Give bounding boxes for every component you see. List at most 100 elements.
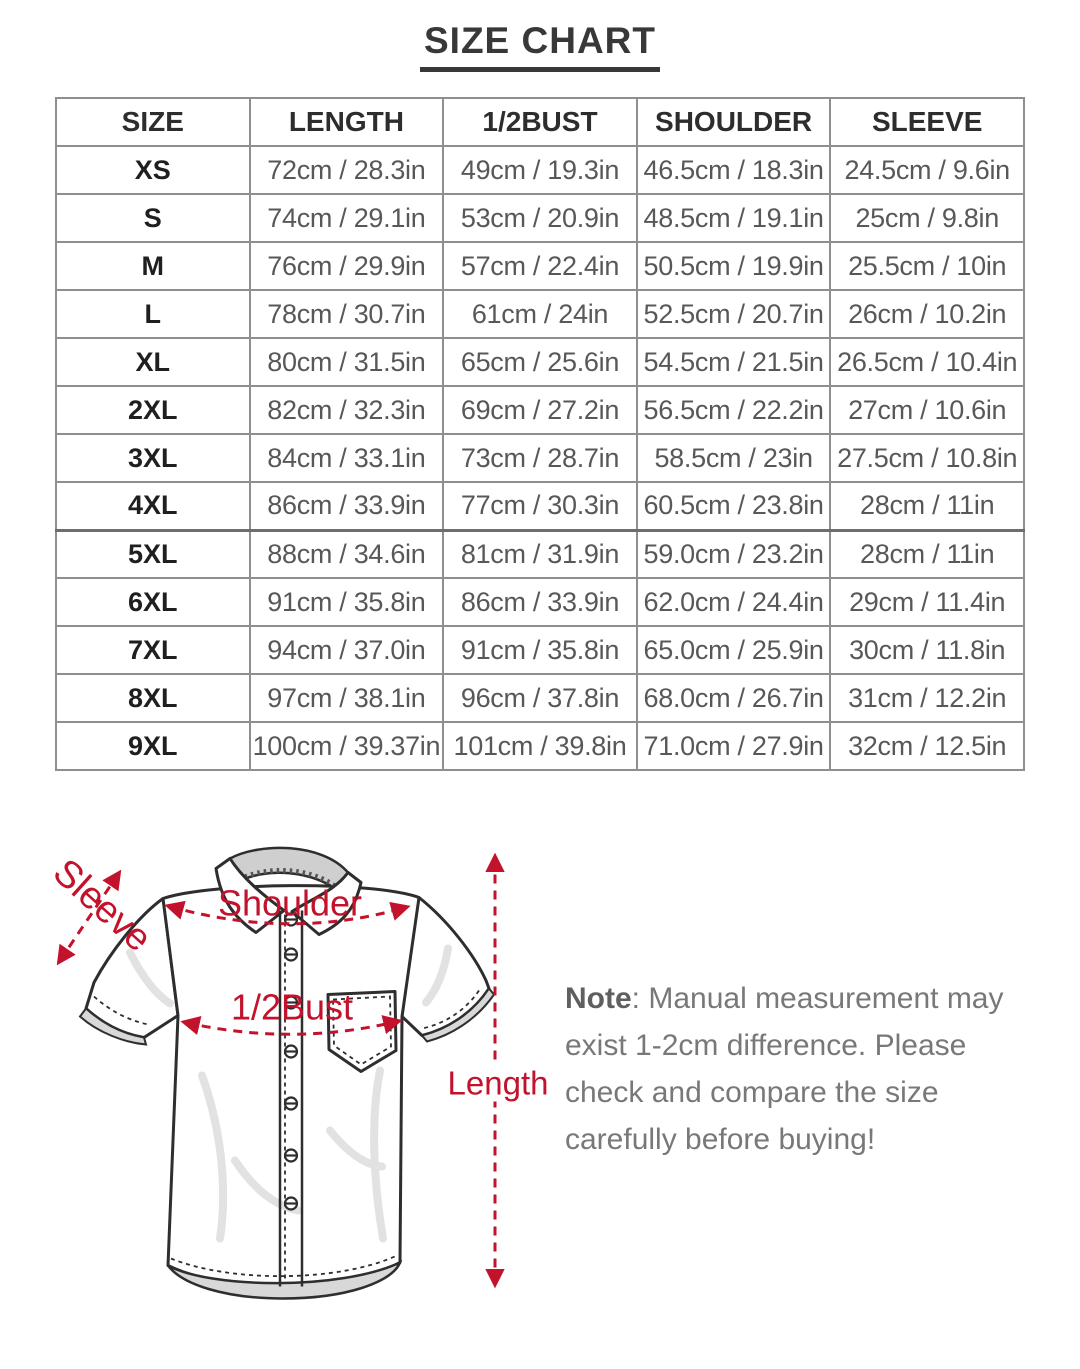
length-cell: 91cm / 35.8in <box>248 577 445 627</box>
length-cell: 78cm / 30.7in <box>248 289 445 339</box>
length-cell: 94cm / 37.0in <box>248 625 445 675</box>
shoulder-cell: 71.0cm / 27.9in <box>635 721 832 771</box>
bust-cell: 57cm / 22.4in <box>442 241 638 291</box>
length-cell: 88cm / 34.6in <box>248 528 445 579</box>
sleeve-label: Sleeve <box>45 851 159 960</box>
measurement-note: Note: Manual measurement may exist 1-2cm… <box>565 975 1047 1163</box>
size-row: 5XL 88cm / 34.6in 81cm / 31.9in 59.0cm /… <box>55 528 1025 579</box>
size-name-cell: M <box>55 241 251 291</box>
sleeve-cell: 29cm / 11.4in <box>829 577 1025 627</box>
length-cell: 84cm / 33.1in <box>248 433 445 483</box>
shoulder-cell: 60.5cm / 23.8in <box>635 481 832 531</box>
bust-cell: 49cm / 19.3in <box>442 145 638 195</box>
size-name-cell: XS <box>55 145 251 195</box>
length-cell: 86cm / 33.9in <box>248 481 445 531</box>
note-label: Note <box>565 982 632 1015</box>
size-row: 8XL 97cm / 38.1in 96cm / 37.8in 68.0cm /… <box>55 673 1025 723</box>
shoulder-cell: 48.5cm / 19.1in <box>635 193 832 243</box>
bust-cell: 65cm / 25.6in <box>442 337 638 387</box>
sleeve-cell: 30cm / 11.8in <box>829 625 1025 675</box>
title-wrap: SIZE CHART <box>0 20 1080 72</box>
length-label: Length <box>448 1065 549 1102</box>
sleeve-cell: 27cm / 10.6in <box>829 385 1025 435</box>
header-shoulder: SHOULDER <box>635 97 832 147</box>
size-row: 2XL 82cm / 32.3in 69cm / 27.2in 56.5cm /… <box>55 385 1025 435</box>
shoulder-cell: 58.5cm / 23in <box>635 433 832 483</box>
length-cell: 80cm / 31.5in <box>248 337 445 387</box>
shoulder-cell: 56.5cm / 22.2in <box>635 385 832 435</box>
sleeve-cell: 24.5cm / 9.6in <box>829 145 1025 195</box>
size-name-cell: 7XL <box>55 625 251 675</box>
length-cell: 76cm / 29.9in <box>248 241 445 291</box>
header-row: SIZE LENGTH 1/2BUST SHOULDER SLEEVE <box>55 97 1025 147</box>
shirt-outline <box>78 846 496 1300</box>
shirt-diagram-illustration: Shoulder 1/2Bust Length Sleeve <box>45 846 549 1300</box>
shoulder-cell: 50.5cm / 19.9in <box>635 241 832 291</box>
size-name-cell: 3XL <box>55 433 251 483</box>
size-row: 6XL 91cm / 35.8in 86cm / 33.9in 62.0cm /… <box>55 577 1025 627</box>
header-size: SIZE <box>55 97 251 147</box>
size-table-body: XS 72cm / 28.3in 49cm / 19.3in 46.5cm / … <box>55 145 1025 771</box>
bust-cell: 77cm / 30.3in <box>442 481 638 531</box>
sleeve-cell: 28cm / 11in <box>829 481 1025 531</box>
size-name-cell: 4XL <box>55 481 251 531</box>
size-row: L 78cm / 30.7in 61cm / 24in 52.5cm / 20.… <box>55 289 1025 339</box>
size-row: 9XL 100cm / 39.37in 101cm / 39.8in 71.0c… <box>55 721 1025 771</box>
sleeve-cell: 25cm / 9.8in <box>829 193 1025 243</box>
bust-label: 1/2Bust <box>231 987 353 1028</box>
size-name-cell: 6XL <box>55 577 251 627</box>
shoulder-cell: 46.5cm / 18.3in <box>635 145 832 195</box>
shirt-measurement-diagram: Shoulder 1/2Bust Length Sleeve <box>30 828 575 1328</box>
size-name-cell: 5XL <box>55 528 251 579</box>
size-row: XL 80cm / 31.5in 65cm / 25.6in 54.5cm / … <box>55 337 1025 387</box>
bust-cell: 96cm / 37.8in <box>442 673 638 723</box>
size-table-header: SIZE LENGTH 1/2BUST SHOULDER SLEEVE <box>55 97 1025 147</box>
page-title: SIZE CHART <box>420 20 660 72</box>
size-row: 3XL 84cm / 33.1in 73cm / 28.7in 58.5cm /… <box>55 433 1025 483</box>
sleeve-cell: 27.5cm / 10.8in <box>829 433 1025 483</box>
size-name-cell: 9XL <box>55 721 251 771</box>
sleeve-cell: 31cm / 12.2in <box>829 673 1025 723</box>
shoulder-measure-arrow <box>164 900 411 926</box>
size-name-cell: 2XL <box>55 385 251 435</box>
size-row: 7XL 94cm / 37.0in 91cm / 35.8in 65.0cm /… <box>55 625 1025 675</box>
shoulder-cell: 59.0cm / 23.2in <box>635 528 832 579</box>
size-name-cell: XL <box>55 337 251 387</box>
shoulder-label: Shoulder <box>218 883 362 924</box>
sleeve-cell: 25.5cm / 10in <box>829 241 1025 291</box>
shoulder-cell: 62.0cm / 24.4in <box>635 577 832 627</box>
bust-cell: 61cm / 24in <box>442 289 638 339</box>
bust-cell: 53cm / 20.9in <box>442 193 638 243</box>
bust-cell: 91cm / 35.8in <box>442 625 638 675</box>
size-row: S 74cm / 29.1in 53cm / 20.9in 48.5cm / 1… <box>55 193 1025 243</box>
bust-cell: 86cm / 33.9in <box>442 577 638 627</box>
bust-cell: 101cm / 39.8in <box>442 721 638 771</box>
header-length: LENGTH <box>248 97 445 147</box>
length-cell: 100cm / 39.37in <box>248 721 445 771</box>
size-row: M 76cm / 29.9in 57cm / 22.4in 50.5cm / 1… <box>55 241 1025 291</box>
size-name-cell: S <box>55 193 251 243</box>
shoulder-cell: 54.5cm / 21.5in <box>635 337 832 387</box>
header-sleeve: SLEEVE <box>829 97 1025 147</box>
sleeve-cell: 26.5cm / 10.4in <box>829 337 1025 387</box>
shoulder-cell: 68.0cm / 26.7in <box>635 673 832 723</box>
size-name-cell: L <box>55 289 251 339</box>
note-text: : Manual measurement may exist 1-2cm dif… <box>565 982 1004 1156</box>
length-cell: 97cm / 38.1in <box>248 673 445 723</box>
length-cell: 74cm / 29.1in <box>248 193 445 243</box>
size-name-cell: 8XL <box>55 673 251 723</box>
sleeve-measure-arrow <box>56 869 122 966</box>
size-table: SIZE LENGTH 1/2BUST SHOULDER SLEEVE XS 7… <box>55 97 1025 771</box>
shirt-buttons <box>283 912 299 1211</box>
shoulder-cell: 65.0cm / 25.9in <box>635 625 832 675</box>
length-label-backdrop <box>451 1065 543 1102</box>
sleeve-cell: 28cm / 11in <box>829 528 1025 579</box>
bust-cell: 69cm / 27.2in <box>442 385 638 435</box>
size-row: 4XL 86cm / 33.9in 77cm / 30.3in 60.5cm /… <box>55 481 1025 531</box>
shoulder-cell: 52.5cm / 20.7in <box>635 289 832 339</box>
bust-cell: 73cm / 28.7in <box>442 433 638 483</box>
sleeve-cell: 26cm / 10.2in <box>829 289 1025 339</box>
length-cell: 72cm / 28.3in <box>248 145 445 195</box>
size-row: XS 72cm / 28.3in 49cm / 19.3in 46.5cm / … <box>55 145 1025 195</box>
